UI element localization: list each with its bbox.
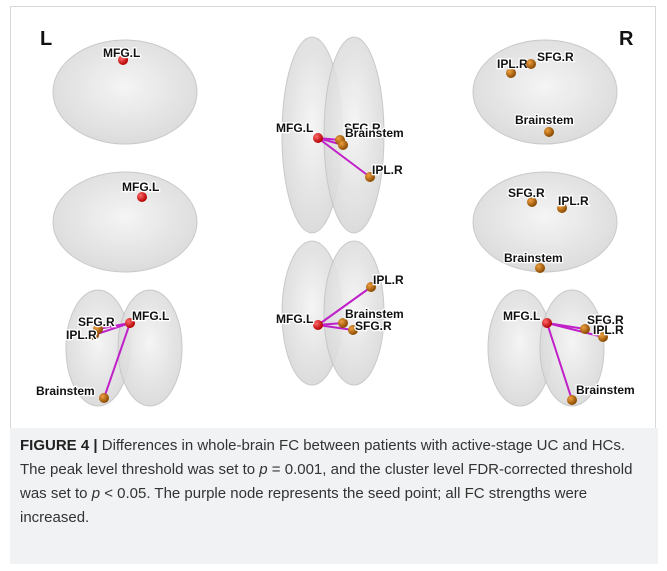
node-label: MFG.L (503, 309, 540, 323)
side-label: R (619, 28, 634, 50)
node-label: SFG.R (537, 50, 574, 64)
node (526, 59, 536, 69)
caption-italic: p (259, 461, 267, 478)
node (313, 133, 323, 143)
node-label: Brainstem (504, 251, 563, 265)
node (542, 318, 552, 328)
node-label: SFG.R (78, 315, 115, 329)
node-label: IPL.R (66, 328, 97, 342)
node-label: MFG.L (276, 121, 313, 135)
node-label: SFG.R (355, 319, 392, 333)
node-label: IPL.R (593, 323, 624, 337)
node-label: IPL.R (373, 273, 404, 287)
node (99, 393, 109, 403)
node-label: Brainstem (576, 383, 635, 397)
node-label: IPL.R (558, 194, 589, 208)
brain-surfaces (53, 37, 617, 406)
node-label: MFG.L (103, 46, 140, 60)
caption-italic: p (92, 485, 100, 502)
brain-surface (118, 290, 182, 406)
node-label: MFG.L (122, 180, 159, 194)
node-label: Brainstem (345, 126, 404, 140)
caption-text: < 0.05. The purple node represents the s… (20, 485, 587, 526)
node (313, 320, 323, 330)
node (338, 140, 348, 150)
figure-label: FIGURE 4 (20, 437, 89, 454)
separator: | (93, 437, 97, 454)
node-label: SFG.R (508, 186, 545, 200)
caption: FIGURE 4 | Differences in whole-brain FC… (10, 428, 658, 564)
node-label: Brainstem (515, 113, 574, 127)
side-label: L (40, 28, 52, 50)
node (544, 127, 554, 137)
node-label: Brainstem (36, 384, 95, 398)
node-label: MFG.L (132, 309, 169, 323)
node-label: MFG.L (276, 312, 313, 326)
node-label: IPL.R (497, 57, 528, 71)
node-label: IPL.R (372, 163, 403, 177)
